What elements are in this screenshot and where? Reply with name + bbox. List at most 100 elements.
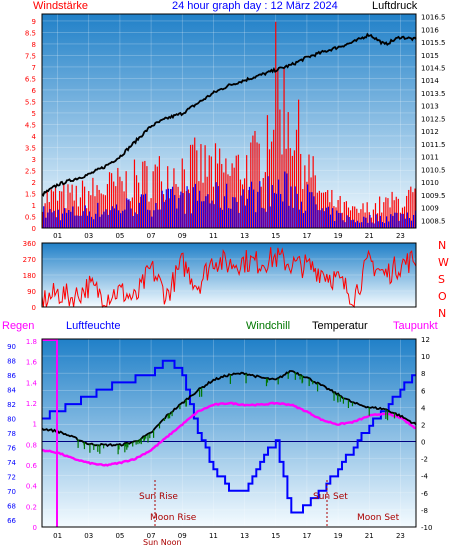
- chart-title: 24 hour graph day : 12 März 2024: [172, 0, 338, 12]
- rain-tick-label: 1.2: [26, 400, 37, 408]
- humidity-line: [42, 359, 416, 514]
- temperatur-label: Temperatur: [312, 320, 368, 332]
- taupunkt-label: Taupunkt: [393, 320, 438, 332]
- windchill-marks: [77, 372, 396, 455]
- humidity-tick-label: 66: [7, 517, 16, 525]
- wind-tick-label: 0.5: [25, 213, 36, 221]
- wind-tick-label: 0: [32, 225, 36, 233]
- pressure-label: Luftdruck: [372, 0, 418, 12]
- temp-tick-label: -2: [421, 456, 428, 464]
- pressure-tick-label: 1016.5: [421, 14, 446, 22]
- direction-tick-label: 90: [27, 288, 36, 296]
- rain-tick-label: 1.4: [26, 379, 38, 387]
- sun-rise-label: Sun Rise: [139, 492, 178, 502]
- wind-x-tick-label: 11: [209, 232, 218, 240]
- pressure-tick-label: 1016: [421, 26, 439, 34]
- wind-left-axis: 0 0.5 1 1.5 2 2.5 3 3.5 4 4.5 5 5.5 6 6.5 7 7.5 8 8.5 9: [25, 18, 37, 233]
- wind-tick-label: 5.5: [25, 98, 36, 106]
- temp-x-tick-label: 23: [396, 532, 405, 540]
- wind-tick-label: 4.5: [25, 121, 36, 129]
- wind-x-tick-label: 01: [53, 232, 62, 240]
- temp-x-tick-label: 03: [84, 532, 93, 540]
- temp-tick-label: 6: [421, 387, 426, 395]
- temp-x-tick-label: 05: [115, 532, 124, 540]
- humidity-tick-label: 90: [7, 343, 16, 351]
- wind-tick-label: 4: [32, 133, 37, 141]
- wind-plot-area: [42, 14, 416, 228]
- wind-bars: [42, 21, 417, 228]
- direction-line: [41, 247, 417, 309]
- rain-tick-label: 0.6: [26, 462, 38, 470]
- compass-letter: S: [438, 273, 445, 286]
- compass-letter: O: [438, 290, 447, 303]
- pressure-tick-label: 1013: [421, 103, 439, 111]
- temp-x-tick-label: 21: [365, 532, 374, 540]
- direction-tick-label: 270: [23, 256, 36, 264]
- wind-tick-label: 2.5: [25, 167, 36, 175]
- wind-tick-label: 6: [32, 87, 37, 95]
- moon-set-label: Moon Set: [357, 513, 400, 523]
- pressure-right-axis: 1008.5 1009 1009.5 1010 1010.5 1011 1011.5 1012…: [421, 14, 446, 226]
- humidity-tick-label: 78: [7, 430, 16, 438]
- sun-noon-label: Sun Noon: [143, 538, 182, 547]
- temp-tick-label: 10: [421, 353, 430, 361]
- temp-humidity-chart: Sun Rise Sun Set Moon Rise Moon Set Sun …: [7, 336, 432, 547]
- humidity-tick-label: 76: [7, 444, 16, 452]
- temp-plot-frame: [41, 338, 417, 528]
- pressure-tick-label: 1013.5: [421, 90, 446, 98]
- direction-tick-label: 180: [23, 272, 36, 280]
- wind-x-tick-label: 21: [365, 232, 374, 240]
- temperature-right-axis: -10 -8 -6 -4 -2 0 2 4 6 8 10 12: [421, 336, 432, 532]
- pressure-tick-label: 1011: [421, 154, 439, 162]
- wind-x-tick-label: 07: [147, 232, 156, 240]
- wind-pressure-chart: 0 0.5 1 1.5 2 2.5 3 3.5 4 4.5 5 5.5 6 6.5 7 7.5 8 8.5 9 10…: [25, 13, 446, 240]
- pressure-tick-label: 1014.5: [421, 65, 446, 73]
- wind-x-tick-label: 15: [271, 232, 280, 240]
- temp-tick-label: 4: [421, 404, 426, 412]
- wind-x-tick-label: 09: [178, 232, 187, 240]
- temp-tick-label: 2: [421, 421, 425, 429]
- wind-x-tick-label: 19: [334, 232, 343, 240]
- pressure-tick-label: 1009: [421, 205, 439, 213]
- wind-tick-label: 9: [32, 18, 36, 26]
- temp-x-tick-label: 19: [334, 532, 343, 540]
- wind-tick-label: 3: [32, 156, 36, 164]
- compass-letter: W: [438, 256, 449, 269]
- humidity-tick-label: 84: [7, 387, 16, 395]
- direction-tick-label: 360: [23, 240, 36, 248]
- wind-x-axis: 01 03 05 07 09 11 13 15 17 19 21 23: [53, 232, 405, 240]
- pressure-line: [41, 32, 417, 198]
- pressure-tick-label: 1012: [421, 128, 439, 136]
- temp-tick-label: -8: [421, 507, 428, 515]
- wind-tick-label: 6.5: [25, 75, 36, 83]
- rain-tick-label: 0.4: [26, 483, 38, 491]
- temp-plot-area: [42, 339, 416, 527]
- humidity-tick-label: 70: [7, 488, 16, 496]
- humidity-tick-label: 72: [7, 473, 16, 481]
- humidity-tick-label: 74: [7, 459, 16, 467]
- humidity-axis: 66 68 70 72 74 76 78 80 82 84 86 88 90: [7, 343, 16, 525]
- rain-tick-label: 1.6: [26, 359, 38, 367]
- wind-strength-label: Windstärke: [33, 0, 89, 12]
- dewpoint-line: [41, 401, 417, 467]
- direction-left-axis: 0 90 180 270 360: [23, 240, 36, 312]
- wind-tick-label: 8: [32, 41, 36, 49]
- direction-plot-area: [42, 243, 416, 307]
- temp-x-tick-label: 15: [271, 532, 280, 540]
- rain-tick-label: 0: [33, 524, 37, 532]
- wind-x-tick-label: 23: [396, 232, 405, 240]
- sun-set-label: Sun Set: [313, 492, 348, 502]
- rain-tick-label: 0.2: [26, 503, 37, 511]
- temp-x-tick-label: 17: [302, 532, 311, 540]
- wind-tick-label: 7: [32, 64, 36, 72]
- direction-plot-frame: [41, 242, 417, 308]
- regen-label: Regen: [2, 320, 35, 332]
- rain-tick-label: 0.8: [26, 441, 37, 449]
- temp-tick-label: -10: [421, 524, 432, 532]
- wind-tick-label: 3.5: [25, 144, 36, 152]
- pressure-tick-label: 1015.5: [421, 39, 446, 47]
- temp-tick-label: 8: [421, 370, 425, 378]
